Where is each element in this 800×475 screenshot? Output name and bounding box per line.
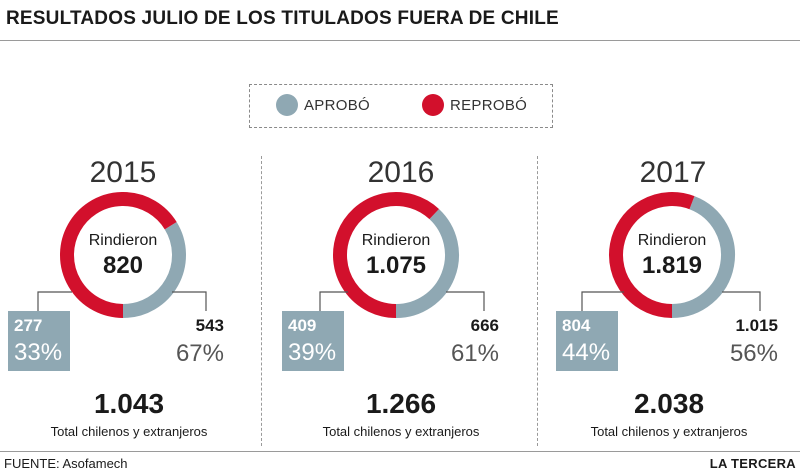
center-value: 1.075 <box>365 252 427 279</box>
legend-swatch-failed <box>422 94 444 116</box>
footer-rule <box>0 451 800 452</box>
approved-box: 804 44% <box>556 311 618 371</box>
donut-chart <box>60 192 186 318</box>
total-value: 1.043 <box>93 388 165 419</box>
total-label: Total chilenos y extranjeros <box>322 424 480 439</box>
connector-approved <box>319 291 348 311</box>
slice-failed <box>60 192 177 318</box>
panel-2017: 2017 Rindieron 1.819 804 44% 1.015 56% 2… <box>538 150 800 450</box>
panel-2015: 2015 Rindieron 820 277 33% 543 67% 1.043… <box>0 150 270 450</box>
approved-value: 409 <box>288 316 317 335</box>
total-value: 1.266 <box>365 388 437 419</box>
approved-box: 409 39% <box>282 311 344 371</box>
slice-approved <box>122 221 186 318</box>
connector-approved <box>581 291 624 311</box>
year-label: 2015 <box>89 156 157 189</box>
failed-percent: 67% <box>175 340 224 367</box>
center-label: Rindieron <box>361 232 431 249</box>
failed-value: 543 <box>195 316 224 335</box>
failed-percent: 61% <box>450 340 499 367</box>
approved-value: 277 <box>14 316 43 335</box>
connector-lines <box>37 291 207 311</box>
failed-value: 666 <box>470 316 499 335</box>
year-label: 2017 <box>639 156 707 189</box>
year-label: 2016 <box>367 156 435 189</box>
slice-failed <box>333 192 439 318</box>
connector-lines <box>319 291 485 311</box>
legend: APROBÓ REPROBÓ <box>249 84 553 128</box>
donut-chart <box>333 192 459 318</box>
center-label: Rindieron <box>637 232 707 249</box>
connector-failed <box>446 291 485 311</box>
legend-item-failed: REPROBÓ <box>422 94 527 116</box>
total-label: Total chilenos y extranjeros <box>50 424 208 439</box>
failed-value: 1.015 <box>735 316 778 335</box>
center-value: 820 <box>102 252 144 279</box>
brand-logo: LA TERCERA <box>709 456 796 471</box>
connector-failed <box>172 291 207 311</box>
legend-swatch-approved <box>276 94 298 116</box>
source-note: FUENTE: Asofamech <box>4 456 128 471</box>
approved-value: 804 <box>562 316 591 335</box>
approved-percent: 33% <box>14 339 63 366</box>
total-label: Total chilenos y extranjeros <box>590 424 748 439</box>
panel-2016: 2016 Rindieron 1.075 409 39% 666 61% 1.2… <box>268 150 538 450</box>
approved-percent: 44% <box>562 339 611 366</box>
panel-divider <box>537 156 538 446</box>
center-label: Rindieron <box>88 232 158 249</box>
connector-lines <box>581 291 761 311</box>
connector-failed <box>722 291 761 311</box>
total-value: 2.038 <box>633 388 705 419</box>
approved-percent: 39% <box>288 339 337 366</box>
panel-divider <box>261 156 262 446</box>
slice-failed <box>609 192 695 318</box>
legend-item-approved: APROBÓ <box>276 94 370 116</box>
slice-approved <box>671 196 735 318</box>
center-value: 1.819 <box>641 252 703 279</box>
failed-percent: 56% <box>729 340 778 367</box>
donut-chart <box>609 192 735 318</box>
title-rule <box>0 40 800 41</box>
slice-approved <box>395 208 459 318</box>
approved-box: 277 33% <box>8 311 70 371</box>
connector-approved <box>37 291 72 311</box>
legend-label-failed: REPROBÓ <box>450 96 528 114</box>
legend-label-approved: APROBÓ <box>304 96 370 114</box>
chart-title: RESULTADOS JULIO DE LOS TITULADOS FUERA … <box>6 8 559 29</box>
